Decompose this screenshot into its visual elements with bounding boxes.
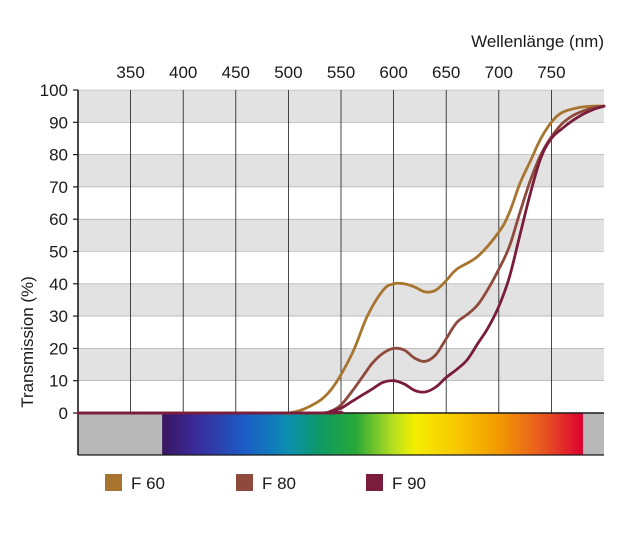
y-tick-label: 80 [49,146,68,165]
series-curves [76,104,606,415]
legend-label-f-90: F 90 [392,474,426,493]
x-tick-label: 600 [379,63,407,82]
y-tick-label: 20 [49,339,68,358]
y-tick-label: 50 [49,243,68,262]
legend-swatch-f-80 [236,474,253,491]
series-line-f-60 [76,104,606,415]
legend-label-f-80: F 80 [262,474,296,493]
y-tick-label: 40 [49,275,68,294]
visible-spectrum-bar [162,413,583,455]
gridlines [78,89,604,413]
series-line-f-90 [76,104,606,415]
x-tick-label: 500 [274,63,302,82]
y-axis-tick-labels: 0 10 20 30 40 50 60 70 80 90 100 [40,81,68,423]
x-tick-label: 650 [432,63,460,82]
x-tick-label: 550 [327,63,355,82]
y-axis-title: Transmission (%) [18,276,37,408]
y-tick-label: 10 [49,372,68,391]
legend-swatch-f-60 [105,474,122,491]
x-tick-label: 450 [222,63,250,82]
y-tick-label: 90 [49,113,68,132]
legend-swatch-f-90 [366,474,383,491]
legend: F 60 F 80 F 90 [105,474,426,493]
x-axis-title: Wellenlänge (nm) [471,32,604,51]
y-tick-label: 0 [59,404,68,423]
x-tick-label: 750 [537,63,565,82]
y-tick-label: 70 [49,178,68,197]
y-tick-label: 60 [49,210,68,229]
legend-label-f-60: F 60 [131,474,165,493]
x-tick-label: 400 [169,63,197,82]
x-tick-label: 700 [485,63,513,82]
y-tick-label: 30 [49,307,68,326]
plot-frame [73,89,604,456]
x-axis-tick-labels: 350 400 450 500 550 600 650 700 750 [116,63,565,82]
y-tick-label: 100 [40,81,68,100]
x-tick-label: 350 [116,63,144,82]
